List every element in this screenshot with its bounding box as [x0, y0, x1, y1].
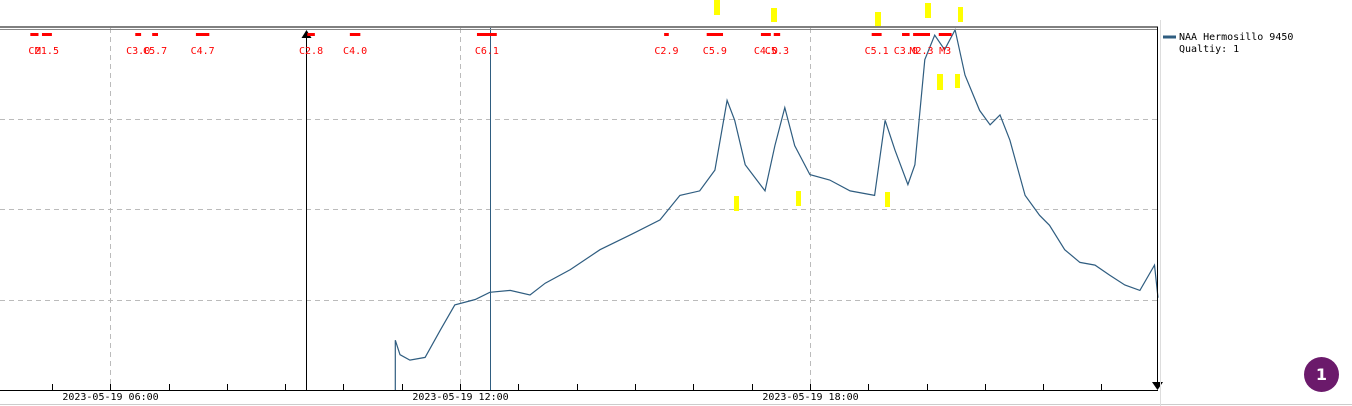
flare-bar: [349, 33, 361, 36]
x-tick-label: 2023-05-19 12:00: [412, 392, 508, 403]
flare-bar: [476, 33, 497, 36]
flare-bar: [902, 33, 910, 36]
yellow-markers: [714, 0, 963, 211]
marker: [714, 0, 720, 15]
x-tick-label: 2023-05-19 06:00: [62, 392, 158, 403]
flare-label: C2.9: [654, 46, 678, 57]
marker: [771, 8, 777, 22]
cursor-arrow: [1152, 382, 1163, 390]
flare-label: C5.3: [765, 46, 789, 57]
marker: [937, 74, 943, 90]
flare-label: C4.7: [191, 46, 215, 57]
flare-label: C4.0: [343, 46, 367, 57]
marker: [875, 12, 881, 26]
flare-label: M1.5: [35, 46, 59, 57]
marker: [734, 196, 739, 211]
flare-bar: [706, 33, 724, 36]
flare-bar: [938, 33, 952, 36]
flare-bar: [871, 33, 882, 36]
flare-label: C3.0: [894, 46, 918, 57]
marker: [925, 3, 931, 18]
legend-label: NAA Hermosillo 9450: [1179, 32, 1293, 43]
flare-label: C3.0: [126, 46, 150, 57]
marker: [796, 191, 801, 206]
marker: [885, 192, 890, 207]
flare-label: M2.3: [910, 46, 934, 57]
flare-label: C5.7: [143, 46, 167, 57]
marker: [958, 7, 963, 22]
flare-bar: [152, 33, 159, 36]
flare-bar: [773, 33, 781, 36]
notification-badge[interactable]: 1: [1304, 357, 1339, 392]
flare-label: M3: [939, 46, 951, 57]
flare-bar: [135, 33, 142, 36]
signal-line: [394, 28, 1159, 390]
flare-bar: [307, 33, 315, 36]
flare-bar: [664, 33, 669, 36]
flare-label: C6.1: [475, 46, 499, 57]
flare-bar: [30, 33, 39, 36]
flare-label: C2: [28, 46, 40, 57]
marker: [955, 74, 960, 88]
flare-bar: [41, 33, 52, 36]
flare-bar: [195, 33, 210, 36]
flare-bar: [913, 33, 931, 36]
quality-label: Qualtiy: 1: [1179, 44, 1239, 55]
flare-label: C5.9: [703, 46, 727, 57]
flare-label: C4.0: [754, 46, 778, 57]
flare-bar: [760, 33, 771, 36]
flare-label: C5.1: [865, 46, 889, 57]
x-tick-label: 2023-05-19 18:00: [762, 392, 858, 403]
plot: 2023-05-19 06:00 2023-05-19 12:00 2023-05-…: [0, 28, 1159, 403]
flare-label: C2.8: [299, 46, 323, 57]
